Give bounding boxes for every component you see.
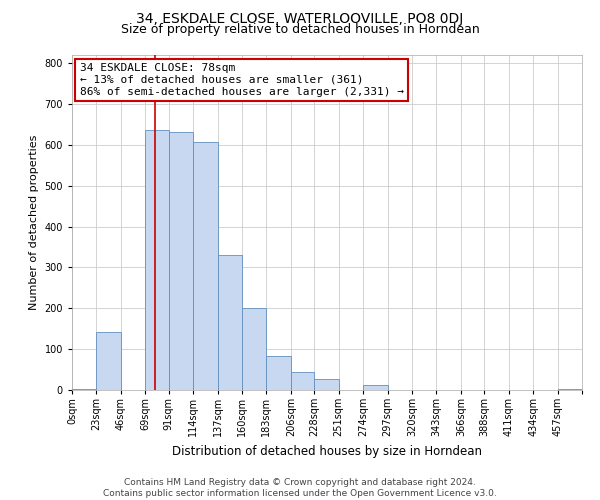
Bar [72,389,97,390]
Bar [363,385,388,390]
Text: 34, ESKDALE CLOSE, WATERLOOVILLE, PO8 0DJ: 34, ESKDALE CLOSE, WATERLOOVILLE, PO8 0D… [136,12,464,26]
Bar [314,379,338,390]
Y-axis label: Number of detached properties: Number of detached properties [29,135,39,310]
Text: Size of property relative to detached houses in Horndean: Size of property relative to detached ho… [121,22,479,36]
Bar [97,332,121,390]
Text: 34 ESKDALE CLOSE: 78sqm
← 13% of detached houses are smaller (361)
86% of semi-d: 34 ESKDALE CLOSE: 78sqm ← 13% of detache… [80,64,404,96]
Bar [266,356,291,390]
Bar [145,130,169,390]
Text: Contains HM Land Registry data © Crown copyright and database right 2024.
Contai: Contains HM Land Registry data © Crown c… [103,478,497,498]
Bar [291,372,314,390]
X-axis label: Distribution of detached houses by size in Horndean: Distribution of detached houses by size … [172,444,482,458]
Bar [242,308,266,390]
Bar [169,132,193,390]
Bar [557,389,582,390]
Bar [193,142,218,390]
Bar [218,255,242,390]
